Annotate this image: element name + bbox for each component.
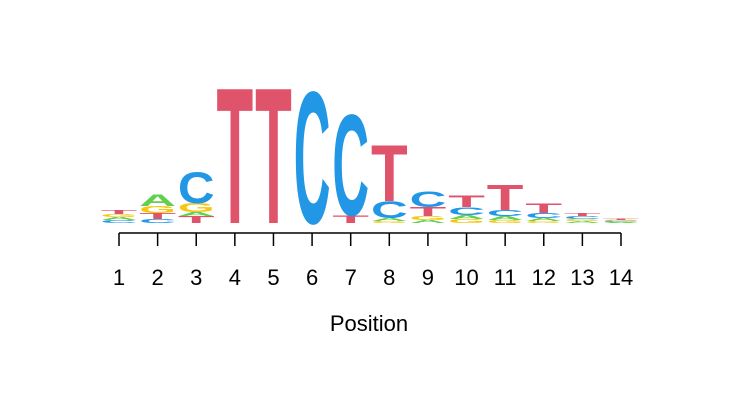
logo-letter-a: A: [564, 220, 601, 223]
logo-letter-t: T: [564, 212, 601, 217]
logo-stack-position-6: C: [294, 54, 331, 264]
logo-letter-c: C: [564, 215, 601, 220]
logo-letter-t: T: [487, 178, 524, 218]
x-tick-label: 8: [383, 265, 395, 290]
logo-letter-t: T: [101, 209, 138, 215]
logo-letter-c: C: [178, 164, 215, 213]
logo-letter-g: G: [603, 220, 640, 222]
logo-letter-a: A: [487, 215, 524, 221]
logo-letter-c: C: [371, 197, 408, 223]
logo-letter-c: C: [603, 221, 640, 223]
x-axis: 1 2 3 4 5 6 7 8 9 10 11 12 13 14: [113, 232, 633, 290]
x-tick-label: 9: [422, 265, 434, 290]
logo-letter-c: C: [139, 218, 176, 224]
logo-letter-g: G: [101, 213, 138, 218]
x-ticks: 1 2 3 4 5 6 7 8 9 10 11 12 13 14: [113, 233, 633, 290]
logo-letter-a: A: [410, 219, 447, 224]
logo-letter-a: A: [139, 191, 176, 210]
x-tick-label: 1: [113, 265, 125, 290]
logo-letter-c: C: [294, 54, 331, 264]
x-tick-label: 14: [609, 265, 633, 290]
logo-letter-t: T: [371, 130, 408, 220]
logo-letter-g: G: [564, 219, 601, 222]
x-tick-label: 13: [570, 265, 594, 290]
x-tick-label: 11: [494, 265, 517, 290]
logo-letter-t: T: [525, 201, 562, 216]
logo-stack-position-7: TC: [332, 84, 369, 245]
logo-stack-position-5: T: [255, 49, 292, 265]
logo-letter-t: T: [332, 213, 369, 225]
logo-letter-a: A: [178, 211, 215, 217]
logo-letter-g: G: [487, 219, 524, 224]
logo-letter-g: G: [371, 221, 408, 224]
logo-stack-position-4: T: [217, 49, 254, 265]
logo-letter-a: A: [603, 222, 640, 224]
logo-letter-t: T: [255, 49, 292, 265]
logo-letter-t: T: [448, 192, 485, 211]
x-axis-title: Position: [330, 311, 408, 336]
logo-letter-a: A: [448, 214, 485, 220]
logo-letter-t: T: [178, 214, 215, 225]
logo-letter-a: A: [525, 217, 562, 222]
x-tick-label: 12: [532, 265, 556, 290]
logo-letter-c: C: [525, 212, 562, 220]
x-tick-label: 3: [190, 265, 202, 290]
logo-letter-c: C: [101, 219, 138, 224]
x-tick-label: 10: [454, 265, 478, 290]
logo-letter-g: G: [139, 204, 176, 215]
logo-letter-t: T: [410, 205, 447, 219]
logo-letter-g: G: [178, 201, 215, 215]
x-tick-label: 7: [345, 265, 357, 290]
logo-letter-c: C: [448, 205, 485, 217]
x-tick-label: 2: [151, 265, 163, 290]
logo-letter-a: A: [101, 216, 138, 221]
logo-letter-t: T: [603, 218, 640, 220]
logo-letter-c: C: [332, 84, 369, 245]
logo-letter-t: T: [139, 212, 176, 221]
logo-letter-c: C: [487, 208, 524, 217]
x-tick-label: 6: [306, 265, 318, 290]
x-tick-label: 5: [267, 265, 279, 290]
logo-letter-g: G: [448, 218, 485, 224]
logo-letter-a: A: [371, 217, 408, 222]
logo-letter-g: G: [410, 215, 447, 221]
logo-letter-c: C: [410, 188, 447, 212]
logo-letter-g: G: [525, 221, 562, 224]
x-tick-label: 4: [229, 265, 241, 290]
logo-letter-t: T: [217, 49, 254, 265]
